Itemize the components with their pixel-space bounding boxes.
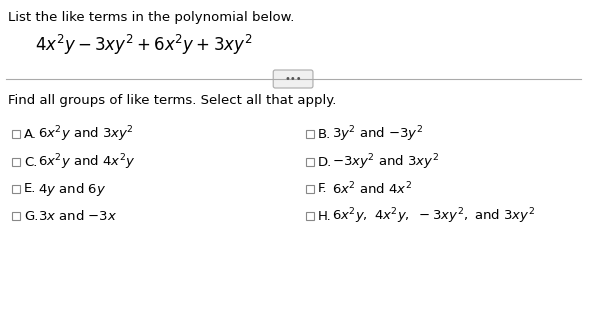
Bar (306, 158, 314, 166)
Bar (306, 130, 314, 138)
Text: $4y$ and $6y$: $4y$ and $6y$ (38, 181, 106, 197)
Text: C.: C. (24, 155, 37, 168)
Text: $3y^2$ and $-3y^2$: $3y^2$ and $-3y^2$ (332, 124, 423, 144)
Text: $6x^2y$ and $4x^2y$: $6x^2y$ and $4x^2y$ (38, 152, 135, 172)
Text: B.: B. (318, 128, 331, 140)
Text: H.: H. (318, 210, 332, 222)
Text: A.: A. (24, 128, 37, 140)
Text: $6x^2y$ and $3xy^2$: $6x^2y$ and $3xy^2$ (38, 124, 134, 144)
FancyBboxPatch shape (273, 70, 313, 88)
Text: Find all groups of like terms. Select all that apply.: Find all groups of like terms. Select al… (8, 94, 336, 107)
Text: $6x^2$ and $4x^2$: $6x^2$ and $4x^2$ (332, 181, 412, 197)
Text: $3x$ and $-3x$: $3x$ and $-3x$ (38, 209, 117, 223)
Text: $6x^2y,\ 4x^2y,\ -3xy^2,$ and $3xy^2$: $6x^2y,\ 4x^2y,\ -3xy^2,$ and $3xy^2$ (332, 206, 535, 226)
Bar (306, 185, 314, 193)
Bar (12, 212, 20, 220)
Bar (306, 212, 314, 220)
Text: E.: E. (24, 182, 36, 196)
Text: $4x^2y - 3xy^2 + 6x^2y + 3xy^2$: $4x^2y - 3xy^2 + 6x^2y + 3xy^2$ (35, 33, 252, 57)
Text: F.: F. (318, 182, 327, 196)
Bar (12, 130, 20, 138)
Bar (12, 185, 20, 193)
Text: •••: ••• (284, 74, 302, 84)
Bar (12, 158, 20, 166)
Text: D.: D. (318, 155, 332, 168)
Text: G.: G. (24, 210, 38, 222)
Text: $-3xy^2$ and $3xy^2$: $-3xy^2$ and $3xy^2$ (332, 152, 439, 172)
Text: List the like terms in the polynomial below.: List the like terms in the polynomial be… (8, 11, 294, 24)
